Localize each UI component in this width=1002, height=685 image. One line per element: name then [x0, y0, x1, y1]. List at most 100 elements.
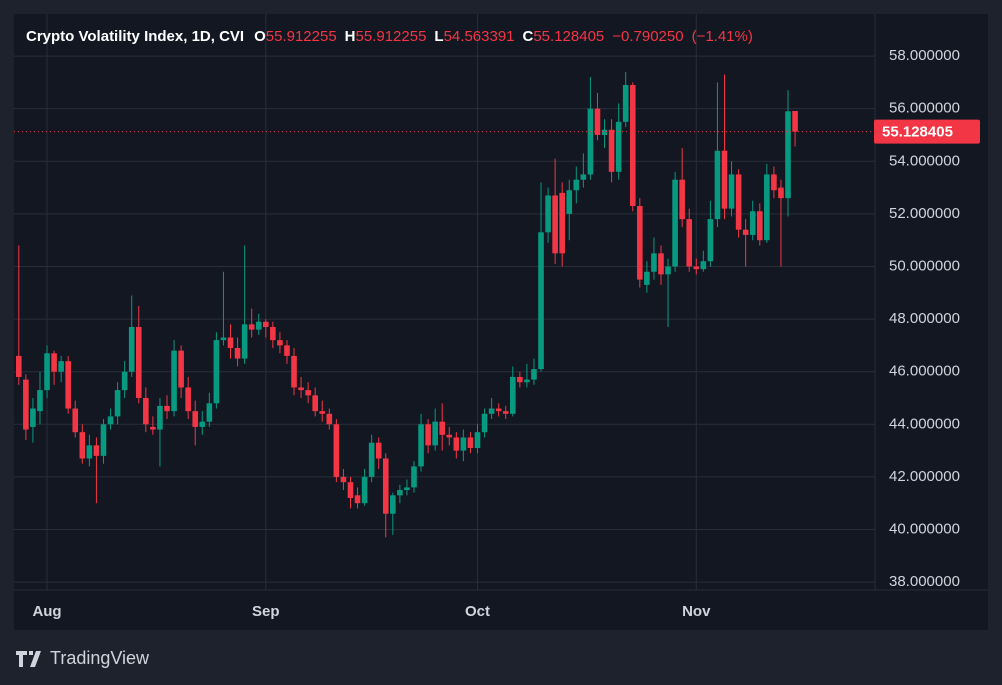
change-value: −0.790250: [612, 28, 684, 45]
candle-body: [622, 85, 629, 122]
candle-body: [72, 408, 79, 433]
candle-body: [30, 408, 36, 427]
candle-body: [644, 271, 650, 285]
close-label: C: [522, 28, 534, 45]
candle-body: [86, 445, 93, 459]
candle-body: [672, 179, 678, 267]
open-label: O: [254, 28, 266, 45]
candle-body: [566, 190, 573, 214]
candle-body: [552, 195, 558, 254]
candle-body: [509, 376, 516, 414]
candle-body: [467, 437, 474, 448]
open-value: 55.912255: [265, 28, 337, 45]
candle-body: [524, 379, 530, 383]
candle-body: [771, 174, 777, 191]
candle-body: [608, 129, 615, 172]
plot-area: [14, 14, 875, 590]
candle-body: [114, 390, 121, 417]
candle-body: [481, 413, 488, 433]
candle-body: [785, 111, 791, 199]
y-tick-label: 46.000000: [889, 363, 960, 380]
candle-body: [361, 476, 368, 504]
brand-logo[interactable]: TradingView: [16, 648, 149, 669]
candle-body: [559, 192, 565, 254]
candle-body: [227, 337, 234, 349]
candle-body: [728, 174, 735, 209]
candle-body: [418, 424, 424, 467]
y-tick-label: 42.000000: [889, 468, 960, 485]
candle-body: [298, 387, 304, 391]
candle-body: [693, 266, 700, 270]
y-tick-label: 58.000000: [889, 47, 960, 64]
low-value: 54.563391: [443, 28, 515, 45]
candle-body: [79, 432, 86, 459]
candle-body: [128, 326, 135, 372]
candle-body: [135, 326, 142, 398]
candle-body: [277, 340, 283, 346]
candle-body: [44, 353, 50, 391]
candle-body: [164, 405, 170, 412]
candle-body: [665, 266, 671, 275]
y-tick-label: 38.000000: [889, 573, 960, 590]
candle-body: [432, 421, 438, 446]
candle-body: [305, 390, 311, 396]
candle-body: [270, 326, 276, 341]
candle-body: [241, 324, 248, 359]
candle-body: [764, 174, 770, 241]
candle-body: [495, 408, 502, 412]
candle-body: [100, 424, 107, 456]
x-tick-label: Sep: [252, 603, 280, 620]
candle-body: [347, 482, 354, 498]
y-tick-label: 40.000000: [889, 520, 960, 537]
candle-body: [319, 411, 326, 414]
candle-body: [756, 211, 763, 241]
candle-body: [333, 424, 340, 477]
candle-body: [792, 110, 798, 132]
change-percent: (−1.41%): [691, 28, 753, 45]
candle-body: [192, 411, 199, 427]
legend-header: Crypto Volatility Index, 1D, CVI O 55.91…: [26, 28, 761, 45]
candle-body: [150, 426, 156, 430]
candle-body: [580, 174, 587, 180]
candle-body: [742, 229, 749, 235]
candle-body: [404, 487, 410, 491]
candle-body: [390, 495, 396, 514]
candle-body: [248, 324, 255, 330]
candle-body: [213, 340, 220, 404]
candle-body: [206, 403, 213, 422]
candle-body: [375, 442, 382, 459]
candle-body: [93, 445, 100, 456]
candle-body: [721, 150, 728, 209]
candle-body: [354, 495, 361, 504]
candle-body: [220, 337, 227, 341]
candle-body: [446, 434, 453, 438]
candle-body: [171, 350, 177, 412]
candle-body: [291, 355, 297, 388]
x-tick-label: Nov: [682, 603, 711, 620]
high-label: H: [344, 28, 356, 45]
x-tick-label: Oct: [465, 603, 490, 620]
candle-body: [368, 442, 375, 477]
candle-body: [601, 129, 608, 135]
candle-body: [545, 195, 551, 233]
candle-body: [658, 253, 664, 275]
y-tick-label: 48.000000: [889, 310, 960, 327]
close-value: 55.128405: [533, 28, 605, 45]
y-tick-label: 44.000000: [889, 415, 960, 432]
candle-body: [382, 458, 389, 514]
candle-body: [714, 150, 721, 220]
candle-body: [65, 361, 71, 409]
logo-icon: [16, 650, 41, 667]
x-tick-label: Aug: [32, 603, 61, 620]
candle-body: [587, 108, 594, 175]
candle-body: [735, 174, 742, 230]
y-tick-label: 54.000000: [889, 152, 960, 169]
candle-body: [121, 371, 128, 391]
y-tick-label: 56.000000: [889, 100, 960, 117]
candle-body: [51, 353, 57, 372]
candle-body: [178, 350, 184, 388]
candle-body: [23, 379, 29, 430]
last-price-label: 55.128405: [882, 124, 953, 141]
candle-body: [460, 437, 467, 451]
